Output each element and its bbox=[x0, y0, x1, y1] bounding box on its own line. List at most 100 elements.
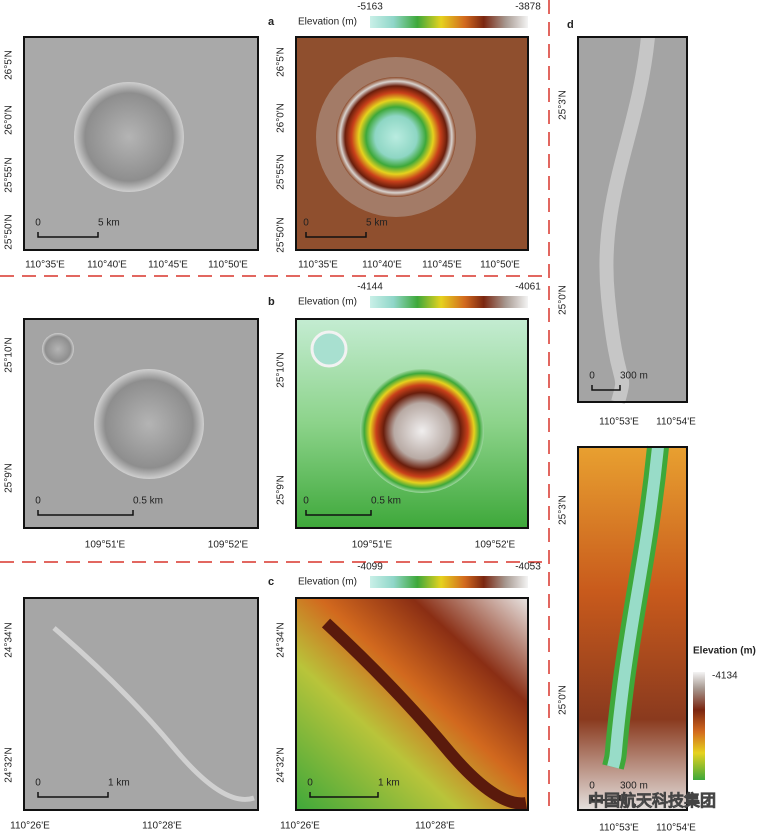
scale-length: 5 km bbox=[366, 218, 388, 229]
legend-title: Elevation (m) bbox=[298, 17, 357, 28]
scale-bar bbox=[305, 232, 367, 238]
longitude-label: 110°50'E bbox=[208, 260, 248, 271]
trough bbox=[321, 618, 527, 810]
scale-zero: 0 bbox=[303, 496, 309, 507]
scale-bar bbox=[591, 385, 621, 391]
image-frame bbox=[577, 446, 688, 811]
colorbar bbox=[693, 672, 705, 780]
longitude-label: 109°52'E bbox=[475, 540, 516, 551]
legend-min: -5163 bbox=[357, 2, 383, 13]
trough bbox=[52, 626, 255, 802]
panel-label: a bbox=[268, 16, 275, 28]
scale-length: 300 m bbox=[620, 371, 648, 382]
panel-label: c bbox=[268, 576, 274, 588]
scale-zero: 0 bbox=[589, 781, 595, 792]
longitude-label: 109°52'E bbox=[208, 540, 249, 551]
crater-small bbox=[310, 330, 348, 368]
latitude-label: 24°32'N bbox=[276, 747, 287, 782]
scale-length: 5 km bbox=[98, 218, 120, 229]
latitude-label: 25°55'N bbox=[276, 154, 287, 189]
scale-zero: 0 bbox=[35, 218, 41, 229]
legend-min: -4099 bbox=[357, 562, 383, 573]
panel-label: b bbox=[268, 296, 275, 308]
longitude-label: 110°26'E bbox=[280, 821, 320, 832]
colorbar bbox=[370, 296, 528, 308]
legend-min: -4144 bbox=[357, 282, 383, 293]
scale-bar bbox=[37, 510, 134, 516]
latitude-label: 24°34'N bbox=[4, 622, 15, 657]
latitude-label: 25°50'N bbox=[276, 217, 287, 252]
image-frame bbox=[23, 36, 259, 251]
crater bbox=[74, 82, 184, 192]
scale-bar bbox=[37, 792, 109, 798]
crater bbox=[360, 369, 484, 493]
image-frame bbox=[23, 597, 259, 811]
latitude-label: 25°0'N bbox=[558, 685, 569, 715]
scale-length: 300 m bbox=[620, 781, 648, 792]
scale-length: 0.5 km bbox=[371, 496, 401, 507]
legend-title: Elevation (m) bbox=[693, 646, 756, 657]
legend-max: -4134 bbox=[712, 671, 738, 682]
crater bbox=[336, 77, 456, 197]
image-frame bbox=[295, 318, 529, 529]
longitude-label: 110°53'E bbox=[599, 823, 639, 834]
longitude-label: 109°51'E bbox=[352, 540, 393, 551]
longitude-label: 110°54'E bbox=[656, 417, 696, 428]
legend-max: -3878 bbox=[515, 2, 541, 13]
image-frame bbox=[23, 318, 259, 529]
latitude-label: 26°5'N bbox=[4, 50, 15, 80]
scale-bar bbox=[37, 232, 99, 238]
longitude-label: 110°28'E bbox=[415, 821, 455, 832]
latitude-label: 25°50'N bbox=[4, 214, 15, 249]
legend-title: Elevation (m) bbox=[298, 577, 357, 588]
scale-length: 0.5 km bbox=[133, 496, 163, 507]
longitude-label: 110°40'E bbox=[87, 260, 127, 271]
scale-zero: 0 bbox=[35, 778, 41, 789]
legend-title: Elevation (m) bbox=[298, 297, 357, 308]
scale-bar bbox=[305, 510, 372, 516]
latitude-label: 25°3'N bbox=[558, 495, 569, 525]
image-frame bbox=[295, 597, 529, 811]
scale-zero: 0 bbox=[35, 496, 41, 507]
image-frame bbox=[295, 36, 529, 251]
latitude-label: 24°34'N bbox=[276, 622, 287, 657]
panel-label: d bbox=[567, 19, 574, 31]
longitude-label: 110°28'E bbox=[142, 821, 182, 832]
image-frame bbox=[577, 36, 688, 403]
ridge bbox=[599, 36, 655, 404]
longitude-label: 110°45'E bbox=[422, 260, 462, 271]
latitude-label: 26°0'N bbox=[4, 105, 15, 135]
scale-zero: 0 bbox=[589, 371, 595, 382]
latitude-label: 25°55'N bbox=[4, 157, 15, 192]
latitude-label: 25°9'N bbox=[276, 475, 287, 505]
scale-bar bbox=[591, 795, 621, 801]
longitude-label: 110°45'E bbox=[148, 260, 188, 271]
legend-max: -4053 bbox=[515, 562, 541, 573]
latitude-label: 26°5'N bbox=[276, 47, 287, 77]
latitude-label: 25°10'N bbox=[276, 352, 287, 387]
scale-length: 1 km bbox=[378, 778, 400, 789]
legend-max: -4061 bbox=[515, 282, 541, 293]
latitude-label: 25°3'N bbox=[558, 90, 569, 120]
crater bbox=[94, 369, 204, 479]
longitude-label: 110°35'E bbox=[25, 260, 65, 271]
longitude-label: 110°53'E bbox=[599, 417, 639, 428]
separators bbox=[0, 0, 550, 812]
channel bbox=[607, 446, 664, 769]
longitude-label: 109°51'E bbox=[85, 540, 126, 551]
watermark: 中国航天科技集团 bbox=[588, 791, 716, 810]
scale-zero: 0 bbox=[303, 218, 309, 229]
latitude-label: 25°10'N bbox=[4, 337, 15, 372]
scale-zero: 0 bbox=[307, 778, 313, 789]
longitude-label: 110°54'E bbox=[656, 823, 696, 834]
latitude-label: 25°9'N bbox=[4, 463, 15, 493]
longitude-label: 110°40'E bbox=[362, 260, 402, 271]
longitude-label: 110°35'E bbox=[298, 260, 338, 271]
scale-bar bbox=[309, 792, 379, 798]
longitude-label: 110°26'E bbox=[10, 821, 50, 832]
latitude-label: 25°0'N bbox=[558, 285, 569, 315]
crater-small bbox=[42, 333, 74, 365]
latitude-label: 26°0'N bbox=[276, 103, 287, 133]
scale-length: 1 km bbox=[108, 778, 130, 789]
